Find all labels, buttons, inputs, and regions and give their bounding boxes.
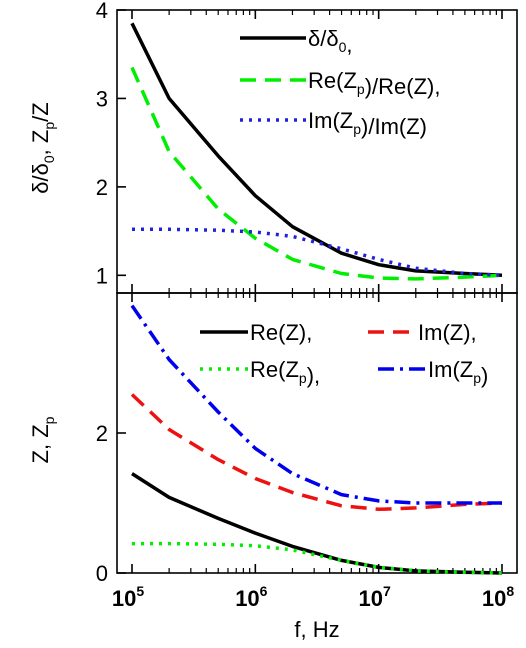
bottom-legend: Re(Z), Im(Z), Re(Zp), Im(Zp): [200, 320, 488, 388]
xtick-label: 108: [482, 583, 514, 611]
top-series-line: [130, 22, 503, 278]
bottom-legend-label: Re(Zp),: [250, 357, 320, 388]
bottom-ytick-label: 2: [96, 421, 108, 446]
top-series-line: [130, 66, 503, 281]
top-ytick-label: 3: [96, 86, 108, 111]
bottom-series-line: [132, 541, 503, 575]
bottom-series-group: [130, 304, 503, 575]
bottom-series-line: [130, 393, 503, 512]
xtick-label: 107: [359, 583, 391, 611]
top-ytick-label: 4: [96, 0, 108, 23]
top-legend-label: Re(Zp)/Re(Z),: [308, 68, 440, 99]
bottom-legend-label: Im(Z),: [418, 320, 477, 345]
bottom-legend-label: Re(Z),: [250, 320, 312, 345]
bottom-series-line: [131, 472, 503, 575]
xtick-label: 106: [235, 583, 267, 611]
top-ytick-label: 1: [96, 263, 108, 288]
top-legend: δ/δ0, Re(Zp)/Re(Z), Im(Zp)/Im(Z): [240, 26, 440, 139]
top-plot-frame: [116, 9, 518, 294]
bottom-series-line: [130, 304, 502, 505]
bottom-legend-label: Im(Zp): [428, 357, 488, 388]
top-series-line: [132, 227, 503, 278]
top-axis-ticks: 1 2 3 4: [96, 0, 503, 293]
bottom-y-axis-label: Z, Zp: [28, 416, 57, 463]
top-y-axis-label: δ/δ0, Zp/Z: [28, 102, 57, 193]
top-legend-label: δ/δ0,: [308, 26, 353, 57]
xtick-label: 105: [112, 583, 144, 611]
top-legend-label: Im(Zp)/Im(Z): [308, 108, 427, 139]
top-ytick-label: 2: [96, 175, 108, 200]
top-series-group: [130, 22, 503, 281]
bottom-ytick-label: 0: [96, 561, 108, 586]
x-axis-label: f, Hz: [294, 617, 339, 642]
